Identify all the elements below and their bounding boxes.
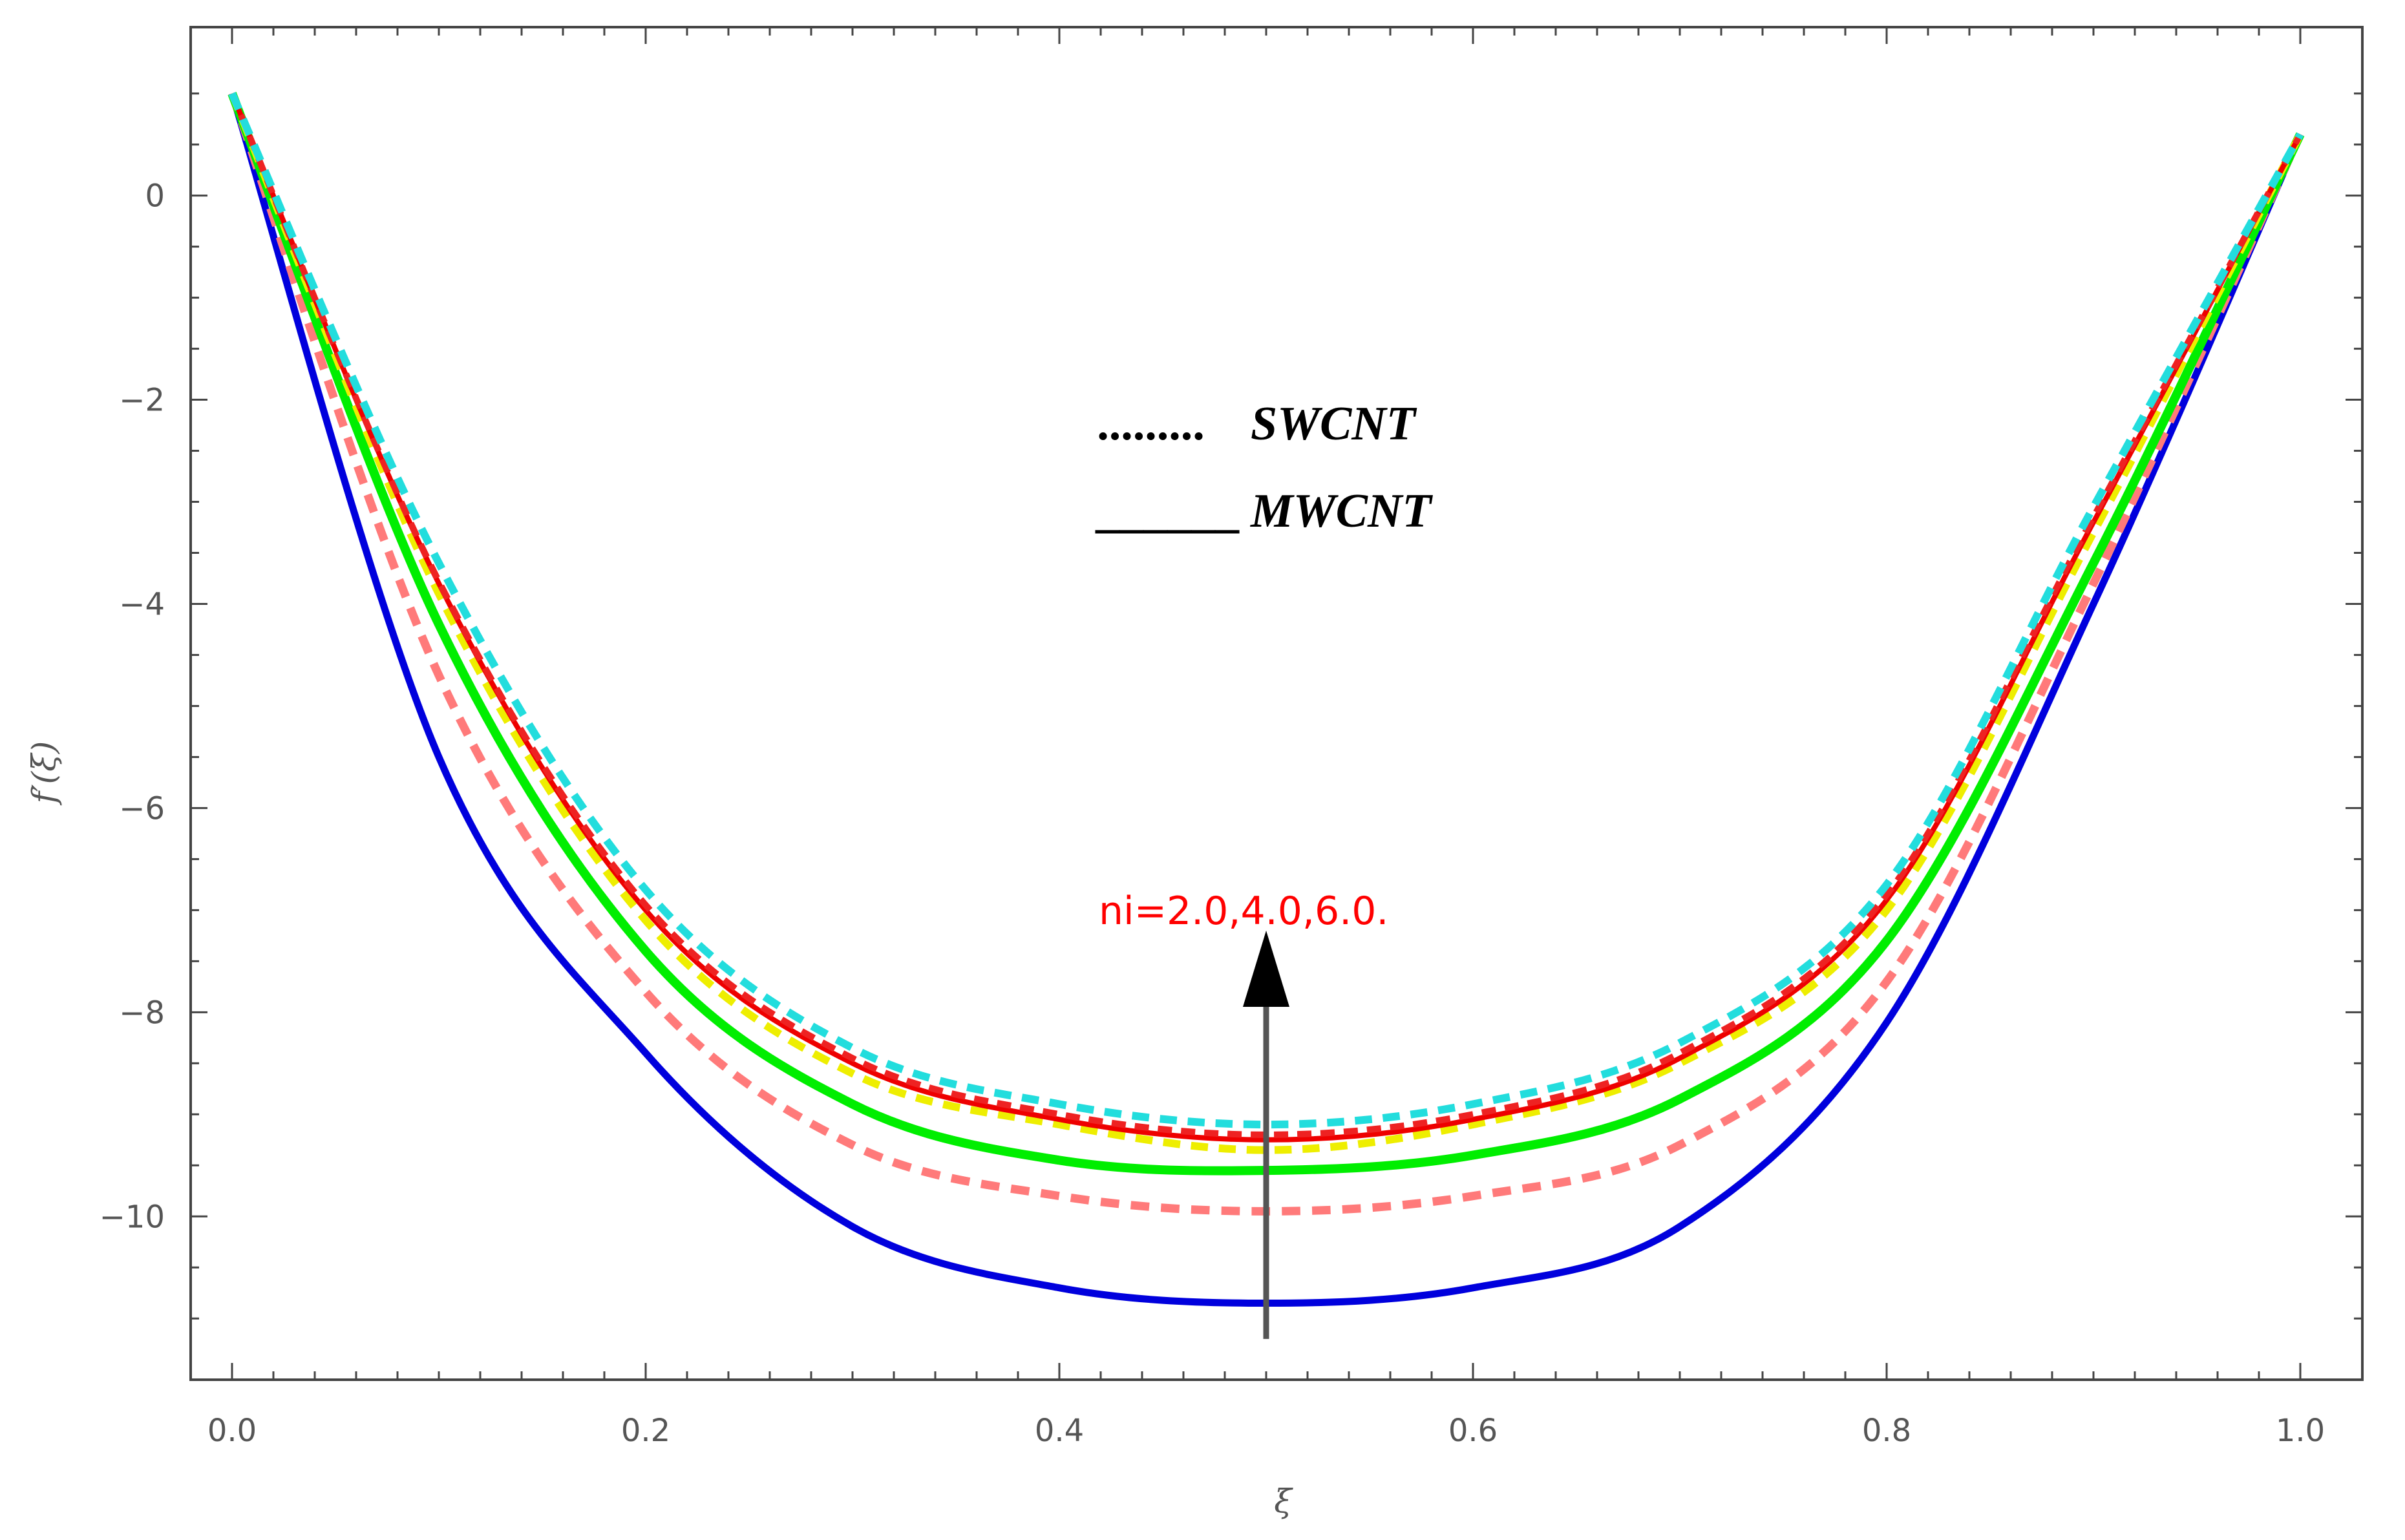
series-line-6 (229, 92, 2304, 1138)
legend-label-swcnt: SWCNT (1251, 397, 1417, 450)
legend: ......... SWCNT ______ MWCNT (1095, 397, 1433, 538)
annotation-arrow-head (1243, 930, 1289, 1007)
annotation-label: ni=2.0,4.0,6.0. (1099, 889, 1388, 934)
y-tick-label: −10 (100, 1199, 165, 1235)
x-tick-label: 0.2 (621, 1413, 670, 1449)
annotation-arrow-layer (1243, 930, 1289, 1339)
y-tick-label: 0 (145, 178, 165, 215)
y-tick-label: −2 (119, 383, 165, 419)
x-tick-label: 0.6 (1448, 1413, 1498, 1449)
x-axis-label: ξ (1274, 1482, 1293, 1520)
legend-marker-mwcnt: ______ (1095, 485, 1242, 538)
y-tick-label: −6 (119, 790, 165, 827)
x-tick-label: 0.0 (207, 1413, 257, 1449)
x-tick-label: 0.8 (1862, 1413, 1911, 1449)
y-axis-label: f′(ξ) (25, 741, 63, 806)
y-tick-label: −8 (119, 995, 165, 1031)
x-tick-label: 1.0 (2276, 1413, 2325, 1449)
series-line-7 (228, 92, 2304, 1129)
axis-ticks: 0.0 0.2 0.4 0.6 0.8 1.0 0 −2 −4 −6 −8 −10 (100, 27, 2362, 1449)
series-line-4 (228, 92, 2304, 1154)
plot-frame (189, 26, 2364, 1381)
y-tick-label: −4 (119, 586, 165, 622)
x-tick-label: 0.4 (1035, 1413, 1084, 1449)
legend-label-mwcnt: MWCNT (1250, 485, 1433, 538)
legend-marker-swcnt: ......... (1099, 397, 1207, 450)
